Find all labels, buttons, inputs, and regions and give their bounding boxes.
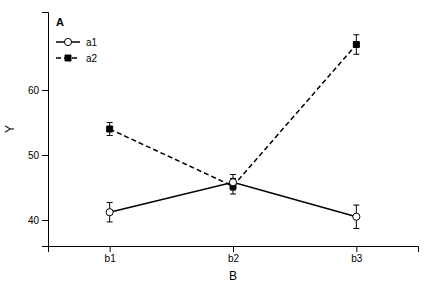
- y-tick-mark: [42, 220, 48, 221]
- y-tick-label: 50: [28, 150, 40, 161]
- x-tick-mark: [233, 246, 234, 252]
- legend-title: A: [56, 16, 64, 28]
- y-axis: 40 50 60: [28, 13, 49, 247]
- x-tick: b3: [351, 246, 363, 264]
- marks: [106, 35, 360, 229]
- legend-label: a2: [86, 53, 98, 64]
- legend-item: a2: [56, 53, 98, 64]
- y-tick: 50: [28, 150, 48, 161]
- series: [107, 35, 360, 194]
- x-tick-mark: [356, 246, 357, 252]
- x-axis: b1 b2 b3: [49, 246, 419, 264]
- x-tick: b1: [105, 246, 117, 264]
- chart-svg: b1 b2 b3 40 50 60 Aa1 a2 B Y: [0, 0, 432, 288]
- legend-item: a1: [56, 37, 98, 48]
- y-axis-title: Y: [3, 125, 17, 133]
- point: [107, 126, 113, 132]
- point: [106, 209, 113, 216]
- x-tick-label: b1: [105, 253, 117, 264]
- legend-symbol: [65, 55, 71, 61]
- point: [353, 42, 359, 48]
- legend-label: a1: [86, 37, 98, 48]
- legend: Aa1 a2: [56, 16, 98, 64]
- y-tick: 60: [28, 85, 48, 96]
- x-axis-line: [49, 247, 419, 253]
- x-tick: b2: [228, 246, 240, 264]
- x-tick-label: b2: [228, 253, 240, 264]
- point: [229, 179, 236, 186]
- error-bar: [230, 175, 236, 191]
- plot-area: b1 b2 b3 40 50 60 Aa1 a2: [28, 13, 419, 265]
- legend-symbol: [64, 38, 71, 45]
- series: [106, 175, 360, 229]
- y-tick-label: 40: [28, 215, 40, 226]
- y-axis-line: [42, 13, 49, 247]
- y-tick: 40: [28, 215, 48, 226]
- chart-container: b1 b2 b3 40 50 60 Aa1 a2 B Y: [0, 0, 432, 288]
- y-tick-mark: [42, 90, 48, 91]
- x-tick-label: b3: [351, 253, 363, 264]
- y-tick-mark: [42, 155, 48, 156]
- x-tick-mark: [110, 246, 111, 252]
- x-axis-title: B: [229, 269, 237, 283]
- error-bar: [230, 178, 236, 194]
- error-bar: [107, 202, 113, 222]
- error-bar: [107, 123, 113, 136]
- error-bar: [353, 35, 359, 55]
- point: [353, 213, 360, 220]
- y-tick-label: 60: [28, 85, 40, 96]
- error-bar: [353, 205, 359, 228]
- series-line: [110, 45, 357, 187]
